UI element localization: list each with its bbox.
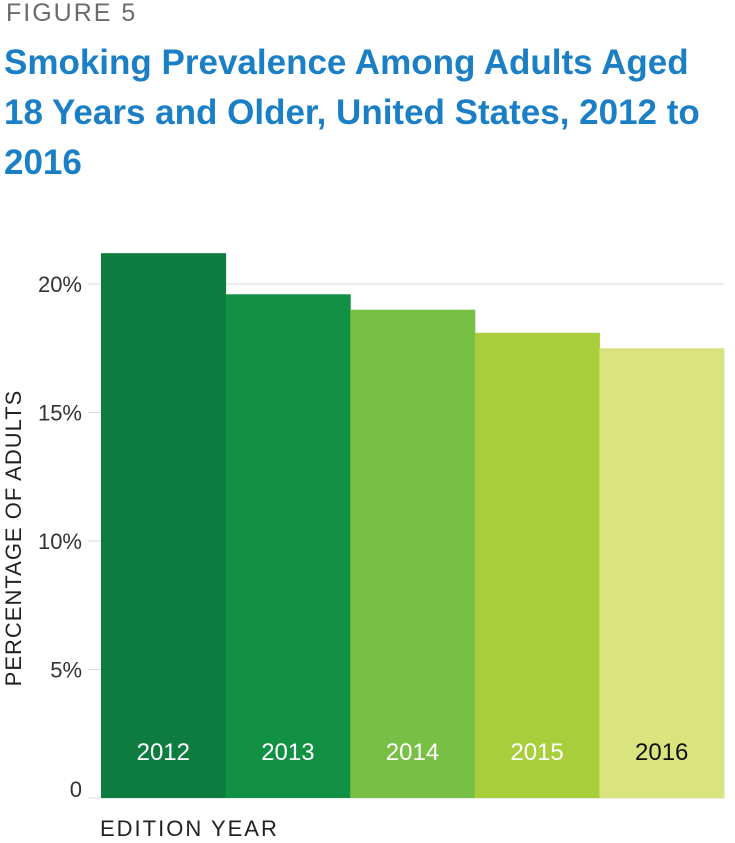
bar-2012: [101, 253, 227, 798]
y-tick-label: 0: [70, 777, 82, 802]
category-label-2012: 2012: [137, 739, 190, 766]
bars: [101, 253, 725, 798]
bar-2014: [350, 309, 476, 798]
bar-labels: 2012 2013 2014 2015 2016: [137, 739, 689, 766]
chart-title: Smoking Prevalence Among Adults Aged 18 …: [4, 43, 700, 182]
x-axis-label: EDITION YEAR: [100, 816, 279, 841]
category-label-2014: 2014: [386, 739, 439, 766]
y-axis-label: PERCENTAGE OF ADULTS: [1, 390, 26, 687]
y-tick-label: 10%: [38, 529, 82, 554]
bar-2016: [599, 348, 725, 798]
figure-label: FIGURE 5: [6, 0, 138, 27]
category-label-2016: 2016: [635, 739, 688, 766]
y-axis-ticks: 0 5% 10% 15% 20%: [38, 272, 82, 802]
y-tick-label: 20%: [38, 272, 82, 297]
y-tick-label: 15%: [38, 401, 82, 426]
category-label-2015: 2015: [510, 739, 563, 766]
y-tick-label: 5%: [50, 658, 82, 683]
category-label-2013: 2013: [261, 739, 314, 766]
bar-2015: [474, 332, 600, 798]
bar-2013: [225, 294, 351, 798]
